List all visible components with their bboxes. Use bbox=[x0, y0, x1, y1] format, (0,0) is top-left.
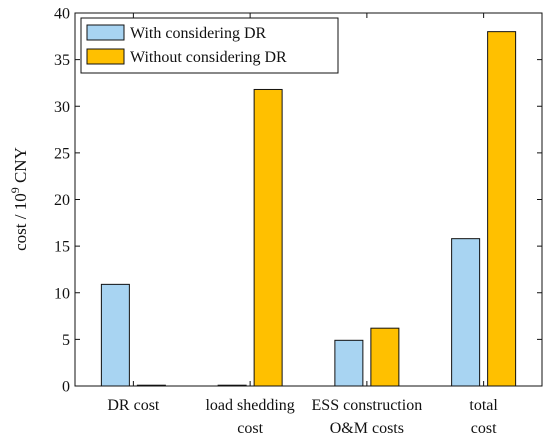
x-tick-label-line: ESS construction bbox=[312, 397, 423, 414]
y-tick-label: 30 bbox=[54, 99, 70, 116]
x-tick-label: total cost bbox=[469, 397, 498, 437]
bar bbox=[487, 31, 517, 387]
bar bbox=[100, 283, 130, 387]
legend-label: With considering DR bbox=[130, 25, 267, 42]
x-tick-label-line: total bbox=[469, 397, 498, 414]
legend-label: Without considering DR bbox=[130, 49, 287, 66]
x-tick-label: ESS construction O&M costs bbox=[312, 397, 423, 437]
x-tick-label-line: cost bbox=[471, 420, 497, 437]
y-tick-label: 35 bbox=[54, 52, 70, 69]
legend-swatch bbox=[86, 24, 125, 41]
y-tick-label: 40 bbox=[54, 6, 70, 23]
legend-swatch bbox=[86, 48, 125, 65]
bar bbox=[451, 238, 481, 387]
bar bbox=[334, 339, 364, 387]
legend: With considering DR Without considering D… bbox=[80, 17, 339, 74]
bar bbox=[370, 327, 400, 387]
y-tick-label: 20 bbox=[54, 192, 70, 209]
x-tick-label-line: DR cost bbox=[107, 397, 160, 414]
bar bbox=[253, 88, 283, 387]
x-tick-label: DR cost bbox=[107, 397, 160, 414]
y-axis-label-exponent: 9 bbox=[8, 187, 22, 193]
y-tick-label: 10 bbox=[54, 285, 70, 302]
x-tick-label: load shedding cost bbox=[205, 397, 294, 437]
x-tick-label-line: cost bbox=[237, 420, 263, 437]
y-axis-label: cost / 109 CNY bbox=[8, 147, 30, 251]
ticks: 0 5 10 15 20 25 30 35 40 DR cost load shedding cost… bbox=[54, 6, 542, 437]
y-axis-label-suffix: CNY bbox=[11, 147, 30, 187]
y-tick-label: 0 bbox=[62, 379, 70, 396]
legend-items: With considering DR Without considering D… bbox=[86, 24, 287, 66]
y-tick-label: 15 bbox=[54, 239, 70, 256]
x-tick-label-line: O&M costs bbox=[330, 420, 404, 437]
y-tick-label: 5 bbox=[62, 332, 70, 349]
bars bbox=[100, 31, 517, 387]
y-tick-label: 25 bbox=[54, 145, 70, 162]
y-axis-label-prefix: cost / 10 bbox=[11, 193, 30, 251]
x-tick-label-line: load shedding bbox=[205, 397, 294, 414]
